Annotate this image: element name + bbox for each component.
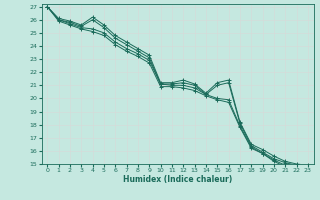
X-axis label: Humidex (Indice chaleur): Humidex (Indice chaleur) (123, 175, 232, 184)
